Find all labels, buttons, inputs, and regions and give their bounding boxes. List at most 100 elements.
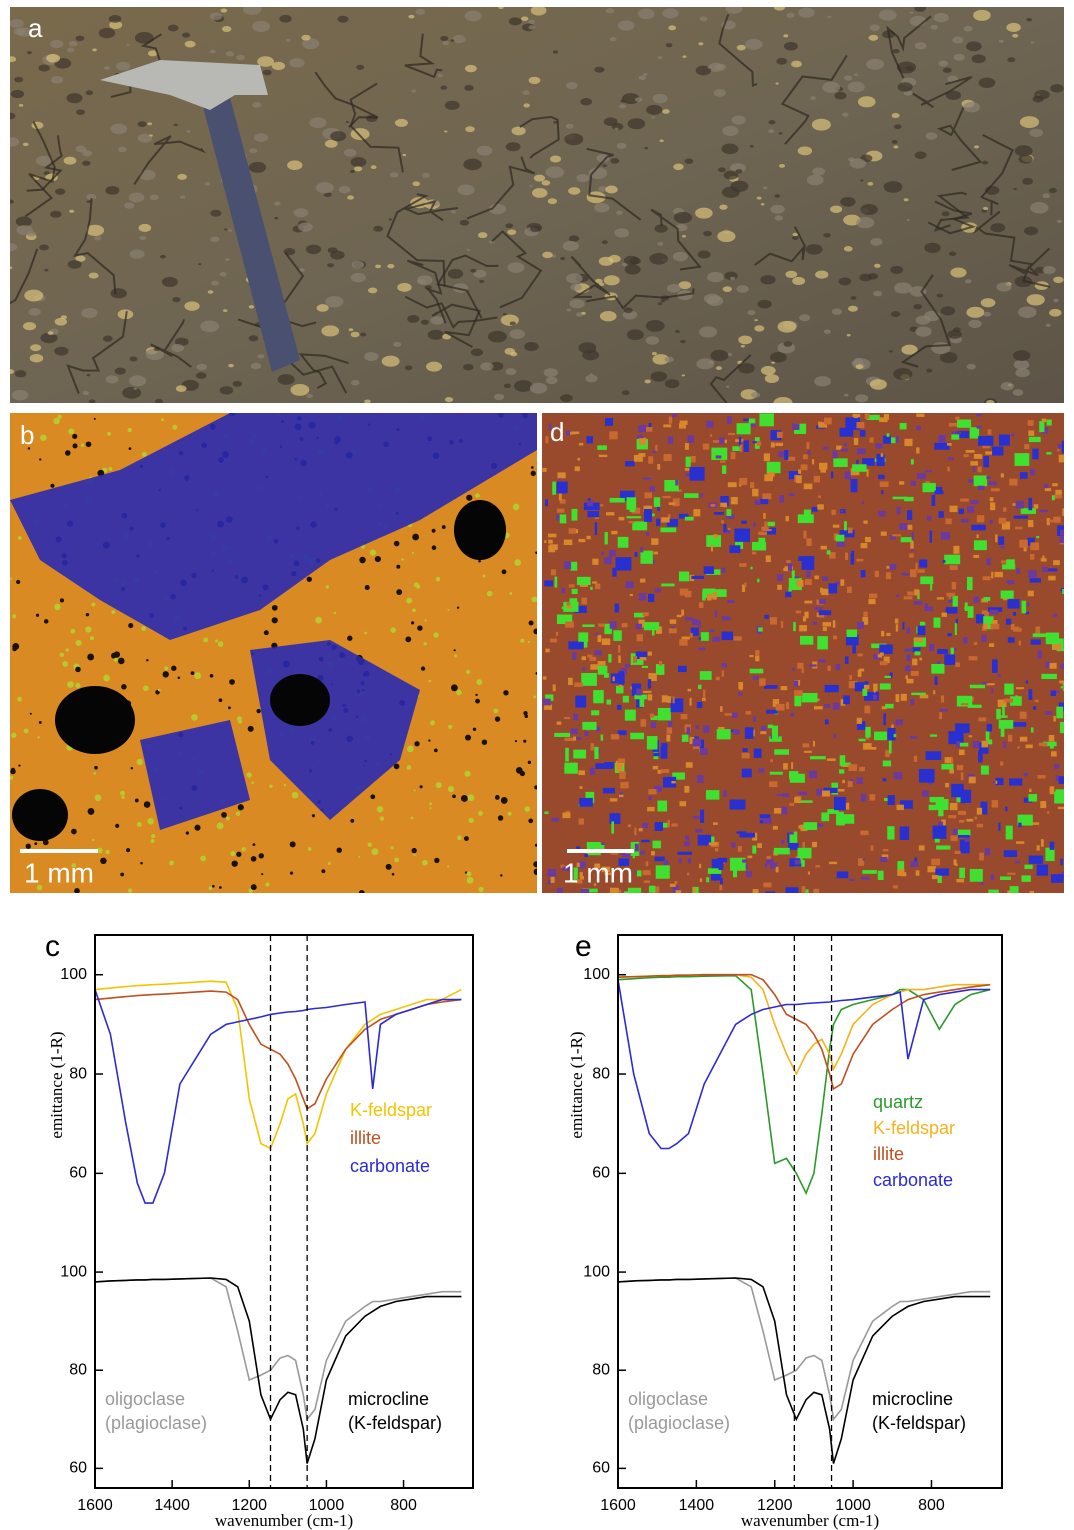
grain (715, 610, 717, 617)
texture (478, 811, 483, 816)
texture (528, 761, 531, 764)
legend-label: quartz (873, 1092, 923, 1112)
grain (699, 864, 701, 868)
grain (672, 823, 678, 826)
grain (799, 625, 807, 631)
photo-a (0, 3, 1064, 416)
grain (1036, 536, 1039, 538)
grain (781, 840, 784, 844)
grain (693, 509, 700, 516)
texture (1046, 324, 1051, 327)
grain (586, 536, 590, 539)
texture (337, 16, 348, 23)
texture (605, 186, 617, 194)
grain (1046, 633, 1059, 645)
grain (881, 453, 884, 456)
grain (649, 486, 655, 491)
texture (504, 348, 515, 355)
grain (839, 769, 844, 773)
texture (150, 194, 159, 200)
texture (171, 666, 176, 671)
grain (544, 705, 552, 710)
grain (578, 632, 588, 641)
texture (546, 377, 558, 384)
pore (454, 500, 506, 560)
grain (686, 457, 691, 467)
grain (615, 604, 620, 613)
grain (896, 694, 900, 702)
grain (557, 482, 568, 494)
texture (909, 11, 913, 13)
grain (720, 878, 723, 885)
grain (556, 515, 559, 521)
texture (88, 808, 95, 815)
texture (14, 77, 23, 83)
texture (122, 387, 141, 399)
texture (879, 10, 897, 21)
texture (413, 181, 421, 186)
texture (370, 794, 375, 799)
grain (740, 687, 743, 690)
grain (1048, 576, 1055, 581)
grain (550, 639, 557, 643)
grain (593, 690, 604, 703)
texture (624, 307, 633, 313)
texture (530, 383, 547, 394)
grain (893, 497, 907, 500)
grain (763, 883, 771, 888)
grain (750, 482, 754, 488)
grain (1024, 444, 1029, 449)
texture (934, 13, 949, 22)
texture (415, 9, 425, 15)
grain (1005, 807, 1007, 812)
grain (648, 456, 653, 463)
texture (142, 452, 147, 457)
grain (953, 596, 958, 607)
grain (930, 531, 932, 543)
grain (1062, 589, 1074, 594)
grain (786, 516, 789, 521)
grain (575, 466, 580, 471)
grain (986, 731, 990, 740)
texture (138, 121, 147, 127)
grain (734, 636, 742, 640)
x-tick-label: 1400 (679, 1497, 715, 1514)
grain (1061, 686, 1073, 688)
grain (739, 478, 747, 485)
texture (682, 374, 685, 376)
grain (579, 443, 583, 446)
texture (72, 434, 77, 439)
grain (691, 576, 704, 579)
texture (477, 146, 493, 156)
grain (545, 436, 548, 443)
texture (263, 70, 272, 76)
grain (863, 521, 867, 524)
grain (555, 577, 558, 588)
texture (710, 350, 728, 361)
texture (832, 308, 842, 315)
texture (128, 888, 132, 892)
grain (821, 546, 827, 550)
grain (827, 758, 836, 761)
texture (585, 375, 597, 383)
grain (939, 511, 944, 518)
texture (464, 836, 469, 841)
texture (714, 89, 726, 97)
grain (847, 587, 852, 593)
grain (910, 861, 918, 867)
texture (301, 35, 310, 41)
grain (955, 723, 969, 733)
panel-label: e (575, 930, 592, 963)
grain (610, 798, 617, 801)
grain (738, 846, 742, 852)
grain (793, 622, 796, 631)
pore (270, 674, 330, 726)
grain (978, 717, 986, 721)
texture (358, 856, 360, 858)
texture (476, 679, 482, 685)
texture (542, 180, 551, 185)
grain (834, 734, 836, 739)
texture (111, 610, 115, 614)
grain (742, 753, 750, 759)
texture (144, 801, 151, 808)
